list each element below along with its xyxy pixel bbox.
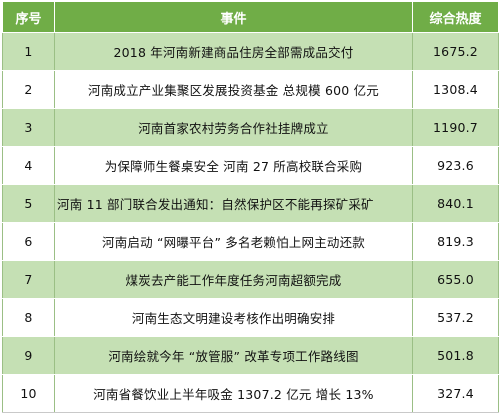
heat-cell: 1675.2 <box>412 32 499 71</box>
header-heat: 综合热度 <box>412 1 499 33</box>
heat-cell: 327.4 <box>412 374 499 413</box>
event-cell: 为保障师生餐桌安全 河南 27 所高校联合采购 <box>54 146 413 185</box>
table-row: 7 煤炭去产能工作年度任务河南超额完成 655.0 <box>2 260 499 299</box>
table-row: 2 河南成立产业集聚区发展投资基金 总规模 600 亿元 1308.4 <box>2 70 499 109</box>
rank-cell: 6 <box>2 222 55 261</box>
event-cell: 河南生态文明建设考核作出明确安排 <box>54 298 413 337</box>
table-row: 3 河南首家农村劳务合作社挂牌成立 1190.7 <box>2 108 499 147</box>
table-row: 6 河南启动 “网曝平台” 多名老赖怕上网主动还款 819.3 <box>2 222 499 261</box>
rank-cell: 2 <box>2 70 55 109</box>
rank-cell: 7 <box>2 260 55 299</box>
table-row: 1 2018 年河南新建商品住房全部需成品交付 1675.2 <box>2 32 499 71</box>
table-body: 1 2018 年河南新建商品住房全部需成品交付 1675.2 2 河南成立产业集… <box>2 32 499 413</box>
heat-cell: 923.6 <box>412 146 499 185</box>
event-cell: 河南绘就今年 “放管服” 改革专项工作路线图 <box>54 336 413 375</box>
heat-cell: 1308.4 <box>412 70 499 109</box>
event-cell: 河南省餐饮业上半年吸金 1307.2 亿元 增长 13% <box>54 374 413 413</box>
heat-cell: 840.1 <box>412 184 499 223</box>
event-cell: 河南成立产业集聚区发展投资基金 总规模 600 亿元 <box>54 70 413 109</box>
rank-cell: 8 <box>2 298 55 337</box>
event-cell: 河南启动 “网曝平台” 多名老赖怕上网主动还款 <box>54 222 413 261</box>
heat-cell: 1190.7 <box>412 108 499 147</box>
rank-cell: 9 <box>2 336 55 375</box>
table-row: 9 河南绘就今年 “放管服” 改革专项工作路线图 501.8 <box>2 336 499 375</box>
table-row: 10 河南省餐饮业上半年吸金 1307.2 亿元 增长 13% 327.4 <box>2 374 499 413</box>
rank-cell: 10 <box>2 374 55 413</box>
header-row: 序号 事件 综合热度 <box>2 1 499 33</box>
rank-cell: 1 <box>2 32 55 71</box>
rank-cell: 4 <box>2 146 55 185</box>
table-row: 4 为保障师生餐桌安全 河南 27 所高校联合采购 923.6 <box>2 146 499 185</box>
event-cell: 河南首家农村劳务合作社挂牌成立 <box>54 108 413 147</box>
table-row: 5 河南 11 部门联合发出通知：自然保护区不能再探矿采矿 840.1 <box>2 184 499 223</box>
rank-cell: 3 <box>2 108 55 147</box>
event-cell: 2018 年河南新建商品住房全部需成品交付 <box>54 32 413 71</box>
heat-cell: 537.2 <box>412 298 499 337</box>
heat-cell: 501.8 <box>412 336 499 375</box>
table-header: 序号 事件 综合热度 <box>2 1 499 33</box>
rank-cell: 5 <box>2 184 55 223</box>
event-cell: 河南 11 部门联合发出通知：自然保护区不能再探矿采矿 <box>54 184 413 223</box>
header-rank: 序号 <box>2 1 55 33</box>
event-cell: 煤炭去产能工作年度任务河南超额完成 <box>54 260 413 299</box>
heat-cell: 819.3 <box>412 222 499 261</box>
heat-cell: 655.0 <box>412 260 499 299</box>
header-event: 事件 <box>54 1 413 33</box>
table-row: 8 河南生态文明建设考核作出明确安排 537.2 <box>2 298 499 337</box>
